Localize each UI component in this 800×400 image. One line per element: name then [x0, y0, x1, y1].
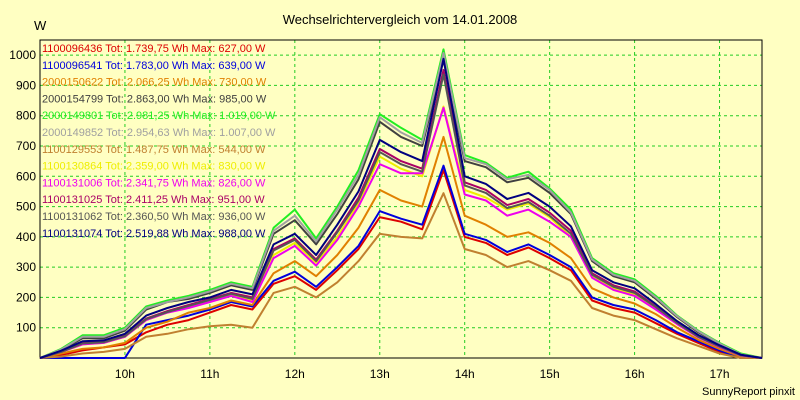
y-axis-label: W — [34, 18, 47, 33]
legend-entry-2000149801: 2000149801 Tot: 2.981,25 Wh Max: 1.019,0… — [42, 110, 276, 122]
series-line-1100096541 — [40, 164, 762, 359]
x-tick-label: 15h — [540, 367, 560, 381]
legend-entry-1100131062: 1100131062 Tot: 2.360,50 Wh Max: 936,00 … — [42, 211, 266, 223]
axes: 100 200 300 400 500 600 700 800 900 1000 10h 11h 12h… — [9, 39, 763, 381]
footer-credit: SunnyReport pinxit — [702, 386, 795, 398]
series-line-2000149852 — [39, 52, 763, 359]
legend-entry-2000154799: 2000154799 Tot: 2.863,00 Wh Max: 985,00 … — [42, 93, 267, 105]
y-tick-label: 700 — [16, 139, 36, 153]
y-tick-label: 600 — [16, 169, 36, 183]
y-tick-label: 300 — [16, 260, 36, 274]
legend-entry-2000149852: 2000149852 Tot: 2.954,63 Wh Max: 1.007,0… — [42, 127, 276, 139]
y-tick-label: 100 — [16, 321, 36, 335]
series-line-2000149801 — [39, 48, 763, 359]
series-lines — [39, 48, 763, 359]
x-tick-label: 16h — [625, 367, 645, 381]
legend-entry-1100130864: 1100130864 Tot: 2.359,00 Wh Max: 830,00 … — [42, 161, 266, 173]
series-line-2000150622 — [39, 135, 763, 359]
y-tick-label: 800 — [16, 109, 36, 123]
y-tick-label: 400 — [16, 230, 36, 244]
series-line-1100096436 — [39, 169, 762, 359]
legend-entry-1100096541: 1100096541 Tot: 1.783,00 Wh Max: 639,00 … — [42, 60, 266, 72]
y-tick-label: 1000 — [9, 48, 36, 62]
series-line-1100131074 — [39, 57, 763, 359]
series-line-1100129553 — [39, 192, 762, 359]
y-tick-label: 200 — [16, 290, 36, 304]
x-tick-label: 14h — [455, 367, 475, 381]
legend-entry-1100096436: 1100096436 Tot: 1.739,75 Wh Max: 627,00 … — [42, 43, 266, 55]
legend-entry-1100129553: 1100129553 Tot: 1.487,75 Wh Max: 544,00 … — [42, 144, 266, 156]
legend-entry-1100131006: 1100131006 Tot: 2.341,75 Wh Max: 826,00 … — [42, 177, 266, 189]
legend-entry-1100131025: 1100131025 Tot: 2.411,25 Wh Max: 951,00 … — [42, 194, 265, 206]
x-tick-label: 11h — [200, 367, 219, 381]
legend: 1100096436 Tot: 1.739,75 Wh Max: 627,00 … — [42, 43, 276, 240]
series-line-1100131062 — [39, 73, 763, 359]
x-tick-label: 12h — [285, 367, 305, 381]
y-tick-label: 500 — [16, 200, 36, 214]
y-tick-label: 900 — [16, 78, 36, 92]
x-tick-label: 10h — [115, 367, 135, 381]
chart-title: Wechselrichtervergleich vom 14.01.2008 — [283, 12, 518, 27]
legend-entry-1100131074: 1100131074 Tot: 2.519,88 Wh Max: 988,00 … — [42, 228, 266, 240]
x-tick-label: 13h — [370, 367, 390, 381]
grid — [40, 40, 762, 358]
plot-frame — [39, 39, 763, 359]
legend-entry-2000150622: 2000150622 Tot: 2.066,25 Wh Max: 730,00 … — [42, 77, 267, 89]
x-tick-label: 17h — [710, 367, 730, 381]
